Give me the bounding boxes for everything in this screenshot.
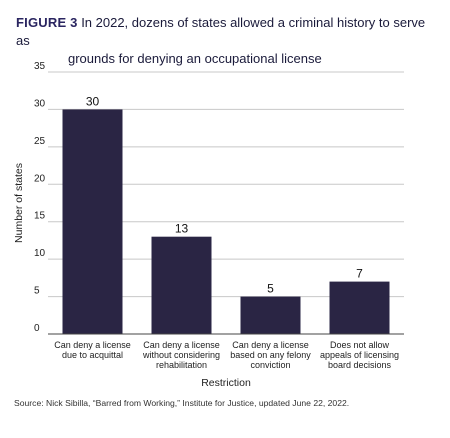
figure-label: FIGURE 3 [16, 15, 78, 30]
y-tick-label: 15 [34, 211, 46, 222]
data-label: 5 [267, 282, 274, 296]
category-label-line: Does not allow [330, 340, 390, 350]
figure-title: FIGURE 3 In 2022, dozens of states allow… [16, 14, 436, 68]
bar [329, 281, 390, 334]
category-label-line: Can deny a license [143, 340, 220, 350]
category-label-line: Can deny a license [232, 340, 309, 350]
figure-title-line1: In 2022, dozens of states allowed a crim… [16, 15, 426, 48]
category-label-line: rehabilitation [156, 360, 207, 370]
y-tick-labels: 0 5 10 15 20 25 30 35 [34, 61, 46, 334]
category-label: Does not allow appeals of licensing board … [320, 340, 399, 370]
y-tick-label: 20 [34, 173, 46, 184]
category-label-line: board decisions [328, 360, 392, 370]
source-note: Source: Nick Sibilla, “Barred from Worki… [14, 398, 350, 408]
data-labels: 30 13 5 7 [86, 94, 363, 295]
data-label: 30 [86, 94, 100, 108]
data-label: 7 [356, 267, 363, 281]
bar [62, 109, 123, 334]
bar [151, 236, 212, 334]
category-label-line: Can deny a license [54, 340, 131, 350]
y-tick-label: 0 [34, 323, 40, 334]
data-label: 13 [175, 222, 189, 236]
y-tick-label: 35 [34, 61, 46, 72]
bars [62, 109, 390, 334]
category-label-line: due to acquittal [62, 350, 123, 360]
figure-title-line2: grounds for denying an occupational lice… [68, 51, 322, 66]
category-label-line: conviction [250, 360, 290, 370]
category-label-line: without considering [142, 350, 220, 360]
y-axis-label: Number of states [13, 163, 25, 243]
bar [240, 296, 301, 334]
x-axis-label: Restriction [201, 377, 251, 389]
y-tick-label: 25 [34, 136, 46, 147]
y-tick-label: 5 [34, 286, 40, 297]
category-label-line: appeals of licensing [320, 350, 399, 360]
category-label-line: based on any felony [230, 350, 311, 360]
category-label: Can deny a license due to acquittal [54, 340, 131, 360]
category-label: Can deny a license without considering reh… [142, 340, 220, 370]
category-label: Can deny a license based on any felony con… [230, 340, 311, 370]
y-tick-label: 30 [34, 98, 46, 109]
y-tick-label: 10 [34, 248, 46, 259]
